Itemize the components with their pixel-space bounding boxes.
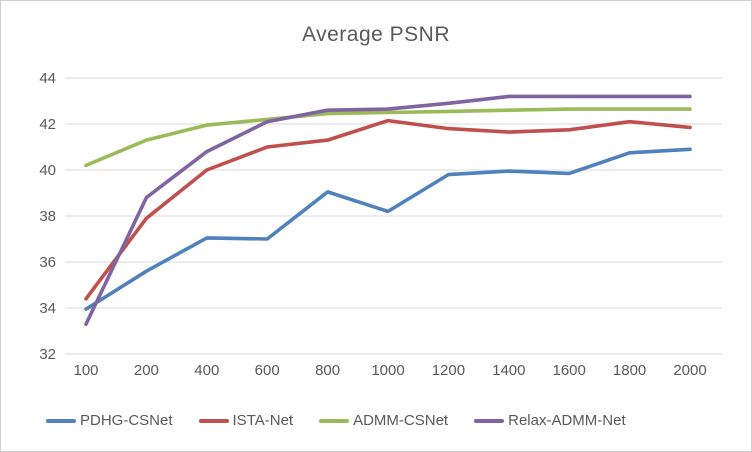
- y-tick-label: 44: [39, 70, 56, 87]
- series-line-ista-net: [84, 118, 692, 301]
- legend-label: Relax-ADMM-Net: [508, 412, 626, 429]
- series-line-pdhg-csnet: [84, 147, 692, 311]
- legend-line-swatch: [474, 418, 505, 423]
- legend-item-admm-csnet: ADMM-CSNet: [319, 412, 448, 429]
- x-tick-label: 100: [73, 362, 98, 379]
- legend-line-swatch: [46, 418, 76, 423]
- x-tick-label: 1800: [613, 362, 646, 379]
- y-tick-label: 38: [39, 208, 56, 225]
- x-tick-label: 800: [315, 362, 340, 379]
- x-tick-label: 200: [134, 362, 159, 379]
- series-line-admm-csnet: [84, 107, 692, 168]
- legend-label: PDHG-CSNet: [80, 412, 173, 429]
- x-tick-label: 1400: [492, 362, 525, 379]
- y-tick-label: 36: [39, 254, 56, 271]
- legend-label: ISTA-Net: [232, 412, 294, 429]
- legend-item-ista-net: ISTA-Net: [198, 412, 294, 429]
- y-tick-label: 32: [39, 346, 56, 363]
- series-line-relax-admm-net: [84, 94, 692, 326]
- legend: PDHG-CSNet ISTA-Net ADMM-CSNet Relax-ADMM-N…: [46, 412, 626, 429]
- x-tick-label: 1000: [371, 362, 404, 379]
- x-tick-label: 2000: [673, 362, 706, 379]
- legend-item-pdhg-csnet: PDHG-CSNet: [46, 412, 173, 429]
- legend-line-swatch: [198, 418, 229, 423]
- y-tick-label: 34: [39, 300, 56, 317]
- x-tick-label: 600: [255, 362, 280, 379]
- x-tick-label: 1200: [432, 362, 465, 379]
- y-tick-label: 40: [39, 162, 56, 179]
- legend-label: ADMM-CSNet: [353, 412, 449, 429]
- x-tick-label: 400: [194, 362, 219, 379]
- legend-line-swatch: [319, 418, 350, 423]
- legend-item-relax-admm-net: Relax-ADMM-Net: [474, 412, 626, 429]
- chart-title: Average PSNR: [301, 23, 451, 46]
- y-tick-label: 42: [39, 116, 56, 133]
- x-tick-label: 1600: [553, 362, 586, 379]
